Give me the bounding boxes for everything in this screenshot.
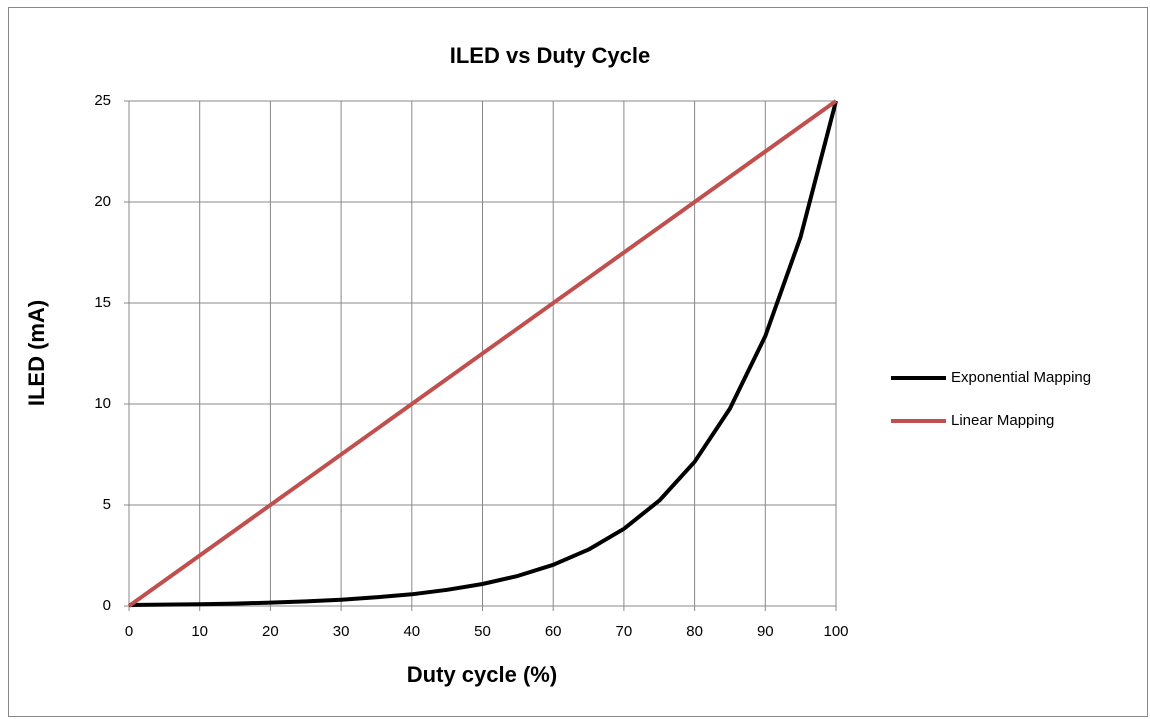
y-tick-label: 20 — [94, 193, 111, 210]
chart-title: ILED vs Duty Cycle — [450, 43, 651, 68]
x-tick-label: 20 — [262, 623, 279, 640]
series-line — [127, 99, 838, 608]
y-tick-label: 15 — [94, 294, 111, 311]
x-tick-label: 40 — [403, 623, 420, 640]
legend-label: Exponential Mapping — [951, 369, 1091, 386]
x-axis-label: Duty cycle (%) — [407, 662, 557, 687]
y-tick-label: 10 — [94, 395, 111, 412]
chart-border — [8, 7, 1148, 717]
series-line — [128, 100, 838, 607]
x-tick-label: 70 — [616, 623, 633, 640]
y-tick-label: 25 — [94, 92, 111, 109]
x-tick-label: 60 — [545, 623, 562, 640]
x-tick-label: 50 — [474, 623, 491, 640]
y-tick-label: 0 — [103, 597, 111, 614]
x-tick-label: 90 — [757, 623, 774, 640]
x-tick-label: 80 — [686, 623, 703, 640]
x-tick-label: 0 — [125, 623, 133, 640]
y-axis-label: ILED (mA) — [24, 300, 49, 406]
x-tick-label: 10 — [191, 623, 208, 640]
legend-label: Linear Mapping — [951, 412, 1054, 429]
y-tick-label: 5 — [103, 496, 111, 513]
x-tick-label: 100 — [823, 623, 848, 640]
x-tick-label: 30 — [333, 623, 350, 640]
